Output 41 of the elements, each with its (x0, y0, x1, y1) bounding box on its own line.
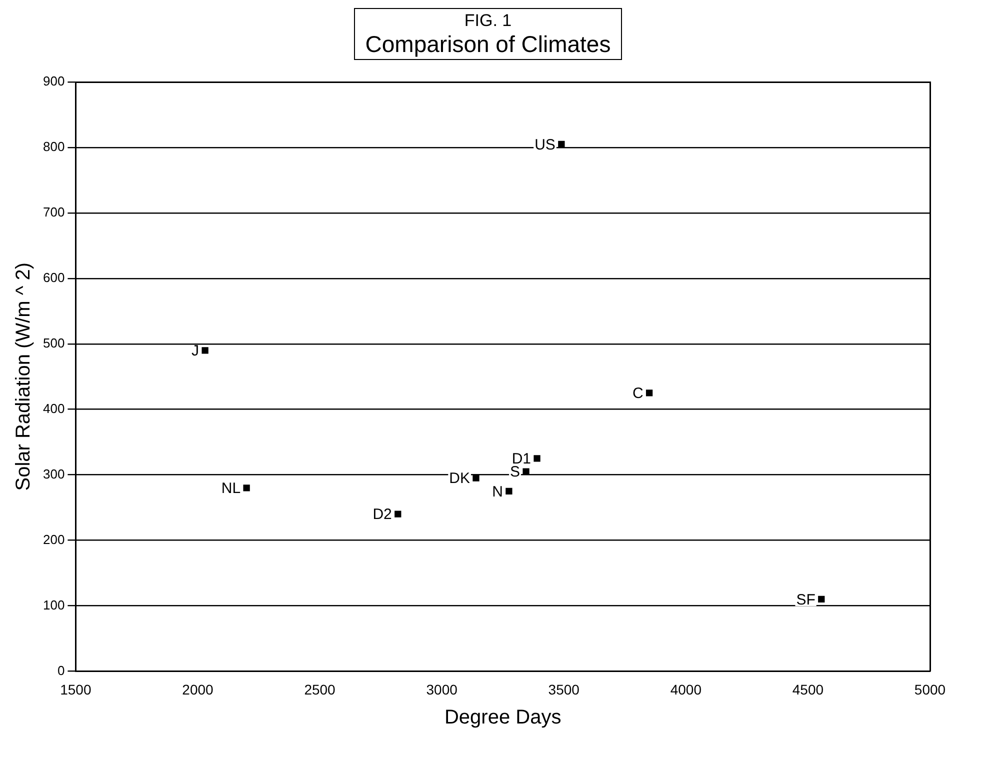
x-tick-label: 3000 (426, 681, 458, 698)
point (472, 474, 480, 482)
annotation: S (510, 464, 520, 481)
y-axis-title: Solar Radiation (W/m ^ 2) (12, 262, 35, 491)
annotation: D2 (372, 506, 392, 524)
annotation: SF (796, 591, 816, 608)
point (202, 347, 208, 354)
x-tick-label: 1500 (60, 681, 92, 698)
y-tick-label: 300 (42, 466, 65, 482)
point (818, 596, 825, 602)
point (394, 510, 402, 518)
y-tick-label: 600 (42, 270, 65, 285)
x-axis-title: Degree Days (444, 706, 562, 728)
x-tick-label: 3500 (548, 681, 580, 698)
annotation: DK (449, 470, 470, 488)
y-tick-label: 200 (42, 532, 65, 547)
chart-title: FIG. 1 (463, 11, 513, 31)
point (558, 140, 565, 148)
point (534, 455, 540, 462)
point (243, 484, 250, 492)
y-tick-label: 400 (42, 400, 65, 416)
y-tick-label: 100 (42, 597, 65, 612)
y-tick-label: 0 (57, 662, 65, 678)
annotation: C (632, 385, 644, 402)
point (506, 488, 512, 494)
y-tick-label: 900 (42, 74, 65, 89)
y-tick-label: 500 (42, 335, 65, 350)
x-tick-label: 2500 (304, 681, 336, 698)
annotation: NL (221, 480, 241, 498)
x-tick-label: 2000 (182, 681, 214, 698)
x-tick-label: 4000 (670, 681, 702, 698)
x-tick-label: 5000 (914, 681, 946, 698)
annotation: US (534, 136, 556, 154)
y-tick-label: 700 (42, 204, 65, 220)
annotation: N (492, 483, 503, 500)
chart-subtitle: Comparison of Climates (365, 30, 611, 57)
annotation: J (192, 342, 200, 360)
y-tick-label: 800 (42, 139, 65, 154)
point (646, 390, 653, 396)
point (522, 468, 530, 475)
x-tick-label: 4500 (792, 681, 824, 698)
